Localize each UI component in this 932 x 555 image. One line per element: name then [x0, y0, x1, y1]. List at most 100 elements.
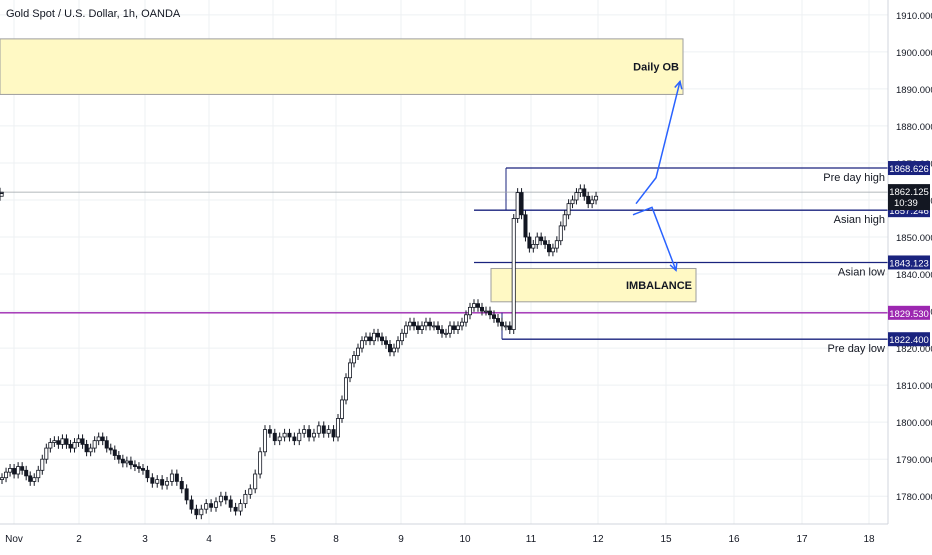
candle: [48, 442, 53, 449]
candle: [419, 325, 424, 330]
candle: [582, 188, 587, 197]
y-tick-label: 1880.000: [896, 122, 932, 133]
candle: [16, 466, 21, 475]
candle: [316, 425, 321, 434]
candle: [351, 355, 356, 364]
candle: [8, 468, 13, 473]
candle: [155, 479, 160, 484]
candle: [335, 418, 340, 438]
candle: [399, 332, 404, 342]
candle: [267, 429, 272, 434]
x-tick-label: 10: [459, 534, 471, 545]
candle: [395, 340, 400, 349]
candle: [423, 321, 428, 327]
price-tag: [888, 332, 930, 347]
candle: [56, 440, 61, 445]
candle: [160, 479, 165, 486]
candle: [566, 203, 571, 216]
candle: [547, 244, 552, 253]
candle: [435, 325, 440, 330]
candle: [258, 451, 263, 475]
candle: [570, 199, 575, 205]
candle: [427, 321, 432, 327]
candle: [0, 477, 5, 480]
candle: [483, 310, 488, 313]
x-tick-label: Nov: [5, 534, 23, 545]
candle: [302, 429, 307, 434]
candle: [128, 460, 133, 466]
candle: [519, 192, 524, 216]
candle: [287, 432, 292, 438]
candle: [84, 443, 89, 453]
y-tick-label: 1780.000: [896, 492, 932, 503]
price-tag-label: 1822.400: [889, 335, 929, 346]
candle: [297, 432, 302, 442]
candle: [52, 440, 57, 443]
candle: [347, 362, 352, 379]
candle: [238, 503, 243, 512]
zone-label: IMBALANCE: [626, 280, 692, 292]
x-tick-label: 8: [333, 534, 339, 545]
candle: [248, 488, 253, 495]
level-name: Asian high: [834, 214, 885, 226]
candle: [194, 508, 199, 516]
candle: [539, 236, 544, 242]
candle: [586, 195, 591, 205]
candle: [487, 310, 492, 316]
candle: [88, 447, 93, 453]
candle: [590, 199, 595, 205]
price-tag: [888, 161, 930, 176]
candle: [558, 225, 563, 242]
candle: [40, 458, 45, 471]
price-tag: [888, 305, 930, 320]
candle: [439, 329, 444, 334]
candle: [174, 473, 179, 482]
candle: [554, 240, 559, 249]
zone-box: [0, 38, 684, 95]
candle: [204, 503, 209, 510]
candle: [531, 244, 536, 249]
y-tick-label: 1800.000: [896, 418, 932, 429]
candle: [140, 468, 145, 471]
candle: [108, 447, 113, 451]
candle: [72, 442, 77, 449]
candle: [209, 503, 214, 508]
candle: [228, 499, 233, 508]
candle: [459, 321, 464, 327]
candle: [411, 321, 416, 327]
candle: [550, 247, 555, 253]
candle: [343, 377, 348, 401]
price-tag-label: 1843.123: [889, 258, 929, 269]
candle: [463, 314, 468, 323]
level-name: Asian low: [838, 266, 885, 278]
candle: [455, 325, 460, 330]
candle: [20, 466, 25, 471]
candle: [136, 466, 141, 469]
current-price-tag: [888, 184, 930, 211]
candle: [199, 508, 204, 516]
price-axis: [888, 0, 932, 550]
candle: [104, 440, 109, 449]
candle: [132, 464, 137, 468]
bullish-projection-arrowhead: [674, 79, 683, 90]
candle: [507, 325, 512, 330]
candle: [321, 425, 326, 434]
candle: [383, 340, 388, 345]
candle: [223, 495, 228, 501]
price-tag-label: 1829.530: [889, 309, 929, 320]
x-tick-label: 4: [206, 534, 212, 545]
candle: [120, 458, 125, 464]
candle: [363, 336, 368, 342]
candle: [375, 332, 380, 338]
candle: [28, 475, 33, 482]
candle: [471, 303, 476, 308]
candle: [96, 436, 101, 442]
candle: [307, 429, 312, 438]
candle: [407, 321, 412, 327]
candle: [523, 214, 528, 238]
candle: [282, 432, 287, 438]
candle: [594, 195, 599, 201]
candle: [443, 332, 448, 335]
